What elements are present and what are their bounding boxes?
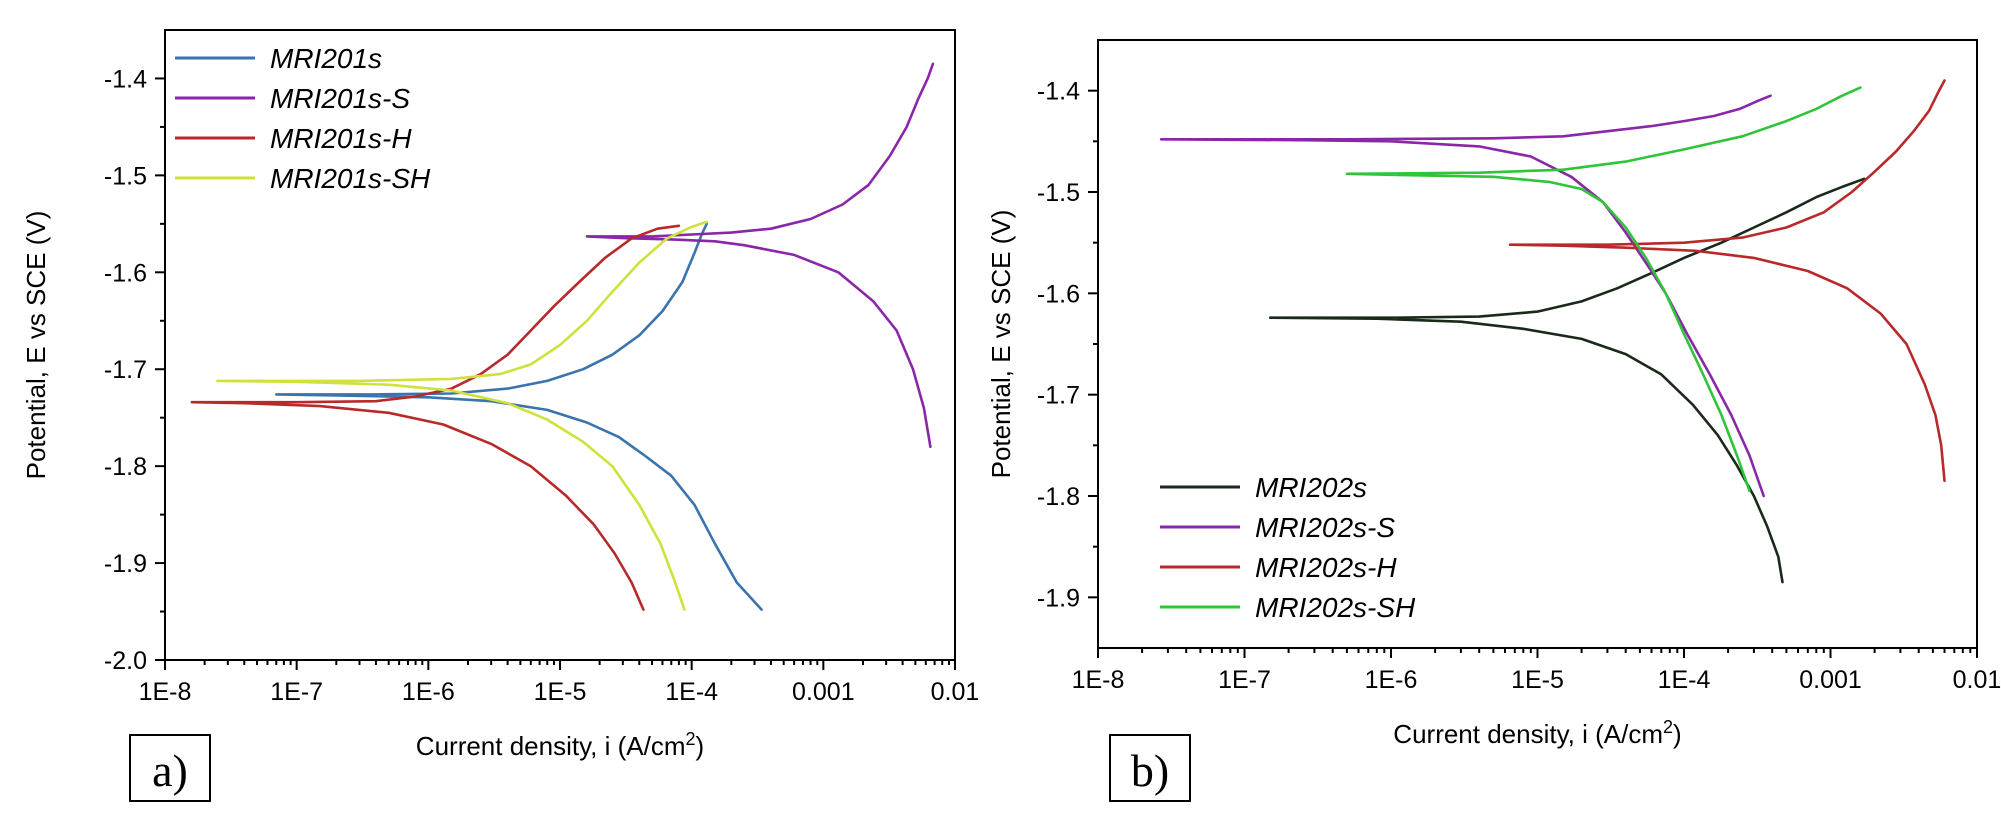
x-tick-label-a: 1E-8	[139, 678, 192, 706]
legend-label-mri201s-sh: MRI201s-SH	[270, 163, 431, 194]
y-tick-label-a: -1.7	[104, 356, 147, 384]
x-tick-label-a: 1E-5	[534, 678, 587, 706]
series-line-mri201s	[275, 222, 763, 611]
legend-label-mri201s-s: MRI201s-S	[270, 83, 410, 114]
y-axis-title-a: Potential, E vs SCE (V)	[21, 211, 51, 480]
x-tick-label-b: 0.001	[1799, 666, 1862, 694]
panel-b: 1E-8 1E-7 1E-6 1E-5 1E-4 0.001 0.01 -1.4 -1.5 -1.…	[986, 39, 2001, 802]
x-tick-label-b: 1E-8	[1072, 666, 1125, 694]
series-line-mri202s	[1269, 177, 1866, 584]
panel-label-box-b	[1109, 734, 1191, 802]
series-line-mri202s-sh	[1345, 86, 1862, 493]
panel-label-a: a)	[152, 745, 188, 796]
y-tick-label-b: -1.5	[1037, 179, 1080, 207]
series-line-mri202s-h	[1508, 79, 1946, 483]
series-line-mri201s-s	[585, 62, 935, 449]
y-tick-label-a: -1.6	[104, 259, 147, 287]
x-axis-title-b: Current density, i (A/cm2)	[1393, 717, 1681, 749]
x-tick-label-a: 0.001	[792, 678, 855, 706]
y-axis-title-b: Potential, E vs SCE (V)	[986, 210, 1016, 479]
panel-label-b: b)	[1131, 745, 1169, 796]
y-tick-label-a: -1.4	[104, 65, 147, 93]
y-tick-label-b: -1.8	[1037, 483, 1080, 511]
x-tick-label-b: 1E-5	[1511, 666, 1564, 694]
y-tick-label-a: -1.5	[104, 162, 147, 190]
y-tick-label-b: -1.4	[1037, 78, 1080, 106]
x-tick-label-a: 1E-4	[665, 678, 718, 706]
legend-label-mri202s: MRI202s	[1255, 472, 1367, 503]
x-tick-label-b: 1E-6	[1365, 666, 1418, 694]
x-tick-label-a: 1E-6	[402, 678, 455, 706]
legend-label-mri202s-sh: MRI202s-SH	[1255, 592, 1416, 623]
panel-label-box-a	[129, 734, 211, 802]
plot-frame-b	[1097, 39, 1978, 649]
legend-label-mri201s: MRI201s	[270, 43, 382, 74]
y-tick-label-b: -1.6	[1037, 280, 1080, 308]
x-tick-label-b: 0.01	[1953, 666, 2001, 694]
y-tick-label-b: -1.7	[1037, 382, 1080, 410]
panel-a: 1E-8 1E-7 1E-6 1E-5 1E-4 0.001 0.01 -1.4 -1.5 -1.…	[21, 29, 980, 802]
x-tick-label-a: 1E-7	[270, 678, 323, 706]
y-tick-label-a: -1.9	[104, 550, 147, 578]
y-tick-label-b: -1.9	[1037, 584, 1080, 612]
y-tick-label-a: -2.0	[104, 647, 147, 675]
x-tick-label-a: 0.01	[931, 678, 980, 706]
legend-label-mri202s-h: MRI202s-H	[1255, 552, 1397, 583]
series-line-mri201s-h	[190, 224, 681, 611]
legend-label-mri202s-s: MRI202s-S	[1255, 512, 1395, 543]
y-tick-label-a: -1.8	[104, 453, 147, 481]
series-line-mri201s-sh	[216, 220, 708, 611]
x-tick-label-b: 1E-7	[1218, 666, 1271, 694]
series-line-mri202s-s	[1159, 94, 1772, 498]
legend-label-mri201s-h: MRI201s-H	[270, 123, 412, 154]
x-tick-label-b: 1E-4	[1658, 666, 1711, 694]
x-axis-title-a: Current density, i (A/cm2)	[416, 729, 704, 761]
